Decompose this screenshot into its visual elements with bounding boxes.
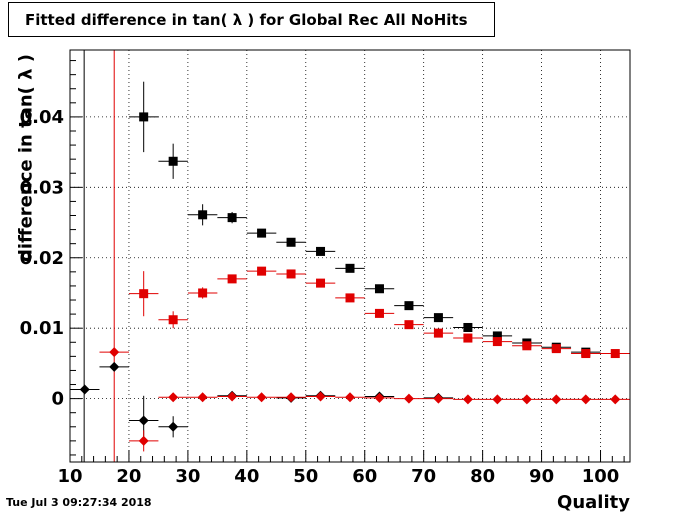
data-point <box>109 347 120 358</box>
data-point <box>197 392 208 403</box>
data-point <box>345 293 355 303</box>
x-tick-label: 10 <box>57 466 82 487</box>
data-point <box>109 361 120 372</box>
data-point <box>580 394 591 405</box>
x-tick-label: 60 <box>352 466 377 487</box>
data-point <box>168 392 179 403</box>
data-point <box>227 391 238 402</box>
data-point <box>168 421 179 432</box>
x-tick-label: 30 <box>175 466 200 487</box>
data-point <box>404 301 414 311</box>
data-point <box>138 415 149 426</box>
data-point <box>374 308 384 318</box>
y-axis: 0 0.01 0.02 0.03 0.04 <box>20 60 82 456</box>
y-tick-label: 0 <box>51 389 64 410</box>
data-point <box>345 392 355 403</box>
x-tick-label: 80 <box>470 466 495 487</box>
data-point <box>551 344 561 354</box>
x-axis: 10 20 30 40 50 60 70 80 90 100 <box>57 450 625 487</box>
data-point <box>138 435 149 446</box>
x-tick-label: 40 <box>234 466 259 487</box>
data-point <box>581 349 591 359</box>
data-point <box>403 393 414 404</box>
data-point <box>257 266 267 276</box>
data-point <box>492 394 503 405</box>
data-point <box>168 156 178 166</box>
y-tick-label: 0.01 <box>20 318 64 339</box>
data-point <box>462 394 473 405</box>
series-2 <box>70 361 454 446</box>
series-1 <box>128 266 630 359</box>
vertical-lines <box>83 50 115 462</box>
chart-title: Fitted difference in tan( λ ) for Global… <box>8 2 495 37</box>
data-point <box>227 213 237 223</box>
grid <box>69 50 630 462</box>
data-point <box>139 112 149 122</box>
y-axis-label: difference in tan( λ ) <box>15 53 37 263</box>
x-tick-label: 90 <box>529 466 554 487</box>
data-point <box>286 392 297 403</box>
series-layer <box>70 81 630 452</box>
data-point <box>257 228 267 238</box>
data-point <box>315 391 326 402</box>
data-point <box>610 394 621 405</box>
timestamp: Tue Jul 3 09:27:34 2018 <box>6 496 152 509</box>
data-point <box>316 246 326 256</box>
data-point <box>374 284 384 294</box>
data-point <box>463 333 473 343</box>
data-point <box>433 328 443 338</box>
data-point <box>79 384 90 395</box>
x-tick-label: 50 <box>293 466 318 487</box>
x-axis-label: Quality <box>557 492 630 513</box>
series-3 <box>99 347 630 452</box>
data-point <box>492 337 502 347</box>
data-point <box>286 269 296 279</box>
data-point <box>433 393 444 404</box>
x-tick-label: 20 <box>116 466 141 487</box>
data-point <box>168 315 178 325</box>
data-point <box>345 263 355 273</box>
plot-frame <box>69 49 631 463</box>
y-tick-label: 0.02 <box>20 248 64 269</box>
data-point <box>256 392 267 403</box>
data-point <box>139 289 149 299</box>
y-tick-label: 0.03 <box>20 177 64 198</box>
data-point <box>404 320 414 330</box>
data-point <box>198 288 208 298</box>
y-tick-label: 0.04 <box>20 107 64 128</box>
data-point <box>463 322 473 332</box>
data-point <box>610 349 620 359</box>
data-point <box>286 237 296 247</box>
data-point <box>374 392 385 403</box>
data-point <box>522 341 532 351</box>
data-point <box>316 278 326 288</box>
x-tick-label: 100 <box>582 466 620 487</box>
data-point <box>227 274 237 284</box>
data-point <box>551 394 562 405</box>
x-tick-label: 70 <box>411 466 436 487</box>
data-point <box>492 331 502 341</box>
data-point <box>433 313 443 323</box>
data-point <box>521 394 532 405</box>
data-point <box>198 210 208 220</box>
